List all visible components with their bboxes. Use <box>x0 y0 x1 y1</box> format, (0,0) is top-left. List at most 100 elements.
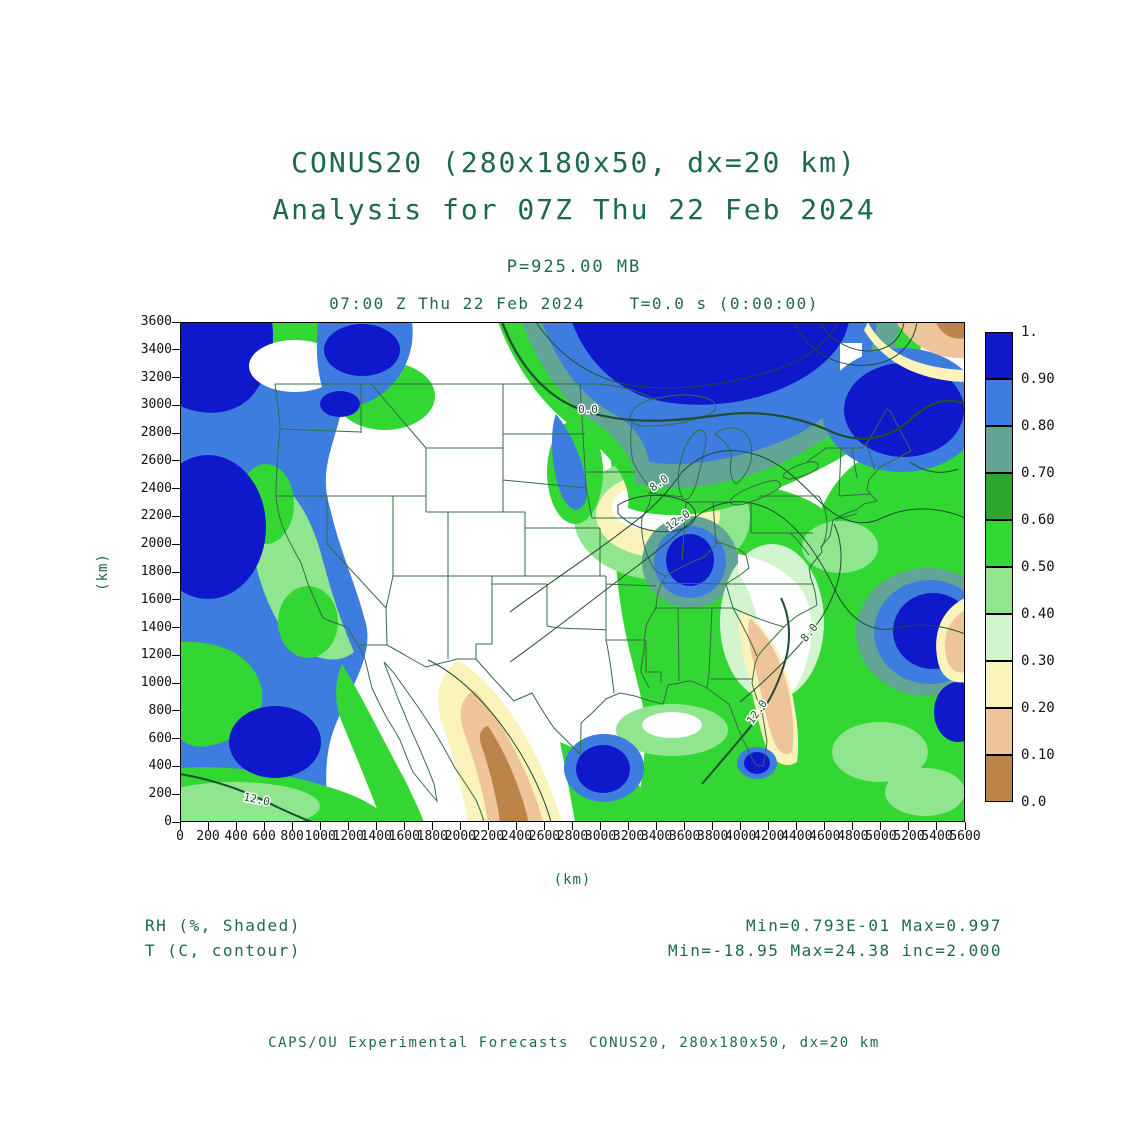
plot-frame <box>180 322 965 822</box>
x-tick-mark <box>459 822 461 830</box>
y-tick-mark <box>172 627 180 629</box>
x-tick-mark <box>600 822 602 830</box>
y-tick-mark <box>172 432 180 434</box>
y-tick-label: 400 <box>148 758 172 774</box>
y-tick-label: 1400 <box>140 619 172 635</box>
map-plot-area: 0.0 8.0 12.0 8.0 12.0 12.0 <box>150 321 1000 830</box>
colorbar-segment <box>985 708 1013 755</box>
x-tick-label: 2800 <box>556 829 589 844</box>
x-tick-label: 3600 <box>668 829 701 844</box>
pressure-level-label: P=925.00 MB <box>506 257 642 277</box>
x-tick-label: 1200 <box>332 829 364 844</box>
shaded-field-label: RH (%, Shaded) <box>145 916 301 935</box>
colorbar-label: 0.30 <box>1021 653 1055 669</box>
contour-field-label: T (C, contour) <box>145 941 301 960</box>
y-tick-label: 0 <box>164 814 172 829</box>
colorbar-segment <box>985 614 1013 661</box>
y-tick-label: 2200 <box>140 508 172 524</box>
y-tick-mark <box>172 738 180 740</box>
x-tick-mark <box>263 822 265 830</box>
x-tick-mark <box>796 822 798 830</box>
page-subtitle: Analysis for 07Z Thu 22 Feb 2024 <box>272 193 876 226</box>
x-tick-label: 3800 <box>697 829 729 844</box>
x-tick-mark <box>431 822 433 830</box>
y-tick-mark <box>172 515 180 517</box>
x-tick-label: 2200 <box>472 829 505 844</box>
x-tick-label: 5200 <box>893 829 925 844</box>
colorbar-label: 0.50 <box>1021 559 1055 575</box>
y-tick-mark <box>172 460 180 462</box>
y-tick-mark <box>172 377 180 379</box>
x-tick-mark <box>403 822 405 830</box>
x-tick-label: 800 <box>280 829 304 844</box>
colorbar-label: 0.40 <box>1021 606 1055 622</box>
x-tick-mark <box>852 822 854 830</box>
colorbar-label: 0.20 <box>1021 700 1055 716</box>
x-tick-mark <box>235 822 237 830</box>
x-tick-label: 4000 <box>725 829 757 844</box>
x-tick-label: 4800 <box>837 829 869 844</box>
colorbar-segment <box>985 520 1013 567</box>
footer-credit: CAPS/OU Experimental Forecasts CONUS20, … <box>268 1035 880 1051</box>
x-tick-label: 4600 <box>809 829 841 844</box>
x-tick-label: 5000 <box>865 829 897 844</box>
conus-map: 0.08.012.08.012.012.0 <box>150 321 1000 830</box>
y-tick-label: 2600 <box>140 452 172 468</box>
y-tick-label: 1600 <box>140 591 172 607</box>
x-tick-label: 1000 <box>304 829 336 844</box>
colorbar-label: 0.0 <box>1021 794 1047 810</box>
x-tick-mark <box>347 822 349 830</box>
x-axis-title: (km) <box>553 872 592 888</box>
x-tick-mark <box>207 822 209 830</box>
valid-time-label: 07:00 Z Thu 22 Feb 2024 T=0.0 s (0:00:00… <box>329 294 819 313</box>
x-tick-mark <box>291 822 293 830</box>
page-title: CONUS20 (280x180x50, dx=20 km) <box>291 146 857 179</box>
x-tick-label: 4200 <box>753 829 785 844</box>
y-tick-label: 3600 <box>140 314 172 329</box>
y-tick-label: 3400 <box>140 341 172 357</box>
y-tick-label: 1000 <box>140 675 172 691</box>
y-tick-mark <box>172 543 180 545</box>
colorbar-label: 0.90 <box>1021 371 1055 387</box>
colorbar-label: 0.60 <box>1021 512 1055 528</box>
coastline-borders <box>274 383 912 823</box>
x-tick-label: 1600 <box>388 829 420 844</box>
x-tick-mark <box>936 822 938 830</box>
y-tick-label: 2400 <box>140 480 172 496</box>
x-tick-mark <box>712 822 714 830</box>
y-tick-mark <box>172 710 180 712</box>
x-tick-label: 600 <box>252 829 276 844</box>
x-tick-mark <box>684 822 686 830</box>
colorbar-segment <box>985 379 1013 426</box>
y-tick-label: 2000 <box>140 536 172 552</box>
x-tick-label: 3200 <box>612 829 645 844</box>
x-tick-label: 4400 <box>781 829 813 844</box>
x-tick-mark <box>880 822 882 830</box>
x-tick-label: 5400 <box>921 829 953 844</box>
x-tick-mark <box>908 822 910 830</box>
colorbar-segment <box>985 567 1013 614</box>
y-tick-label: 800 <box>148 702 172 718</box>
x-tick-mark <box>375 822 377 830</box>
x-tick-label: 400 <box>224 829 248 844</box>
y-tick-mark <box>172 682 180 684</box>
y-tick-mark <box>172 404 180 406</box>
x-tick-mark <box>628 822 630 830</box>
y-tick-label: 1800 <box>140 564 172 579</box>
y-tick-mark <box>172 599 180 601</box>
x-tick-mark <box>656 822 658 830</box>
x-tick-mark <box>179 822 181 830</box>
x-tick-label: 1800 <box>416 829 448 844</box>
shaded-field-stats: Min=0.793E-01 Max=0.997 <box>745 916 1002 935</box>
y-tick-mark <box>172 821 180 823</box>
x-tick-label: 0 <box>176 829 184 844</box>
y-tick-mark <box>172 571 180 573</box>
y-tick-mark <box>172 765 180 767</box>
x-tick-mark <box>487 822 489 830</box>
contour-value-label: 0.0 <box>578 403 598 416</box>
x-tick-mark <box>768 822 770 830</box>
x-tick-label: 3400 <box>640 829 673 844</box>
colorbar-segment <box>985 661 1013 708</box>
x-tick-mark <box>572 822 573 830</box>
